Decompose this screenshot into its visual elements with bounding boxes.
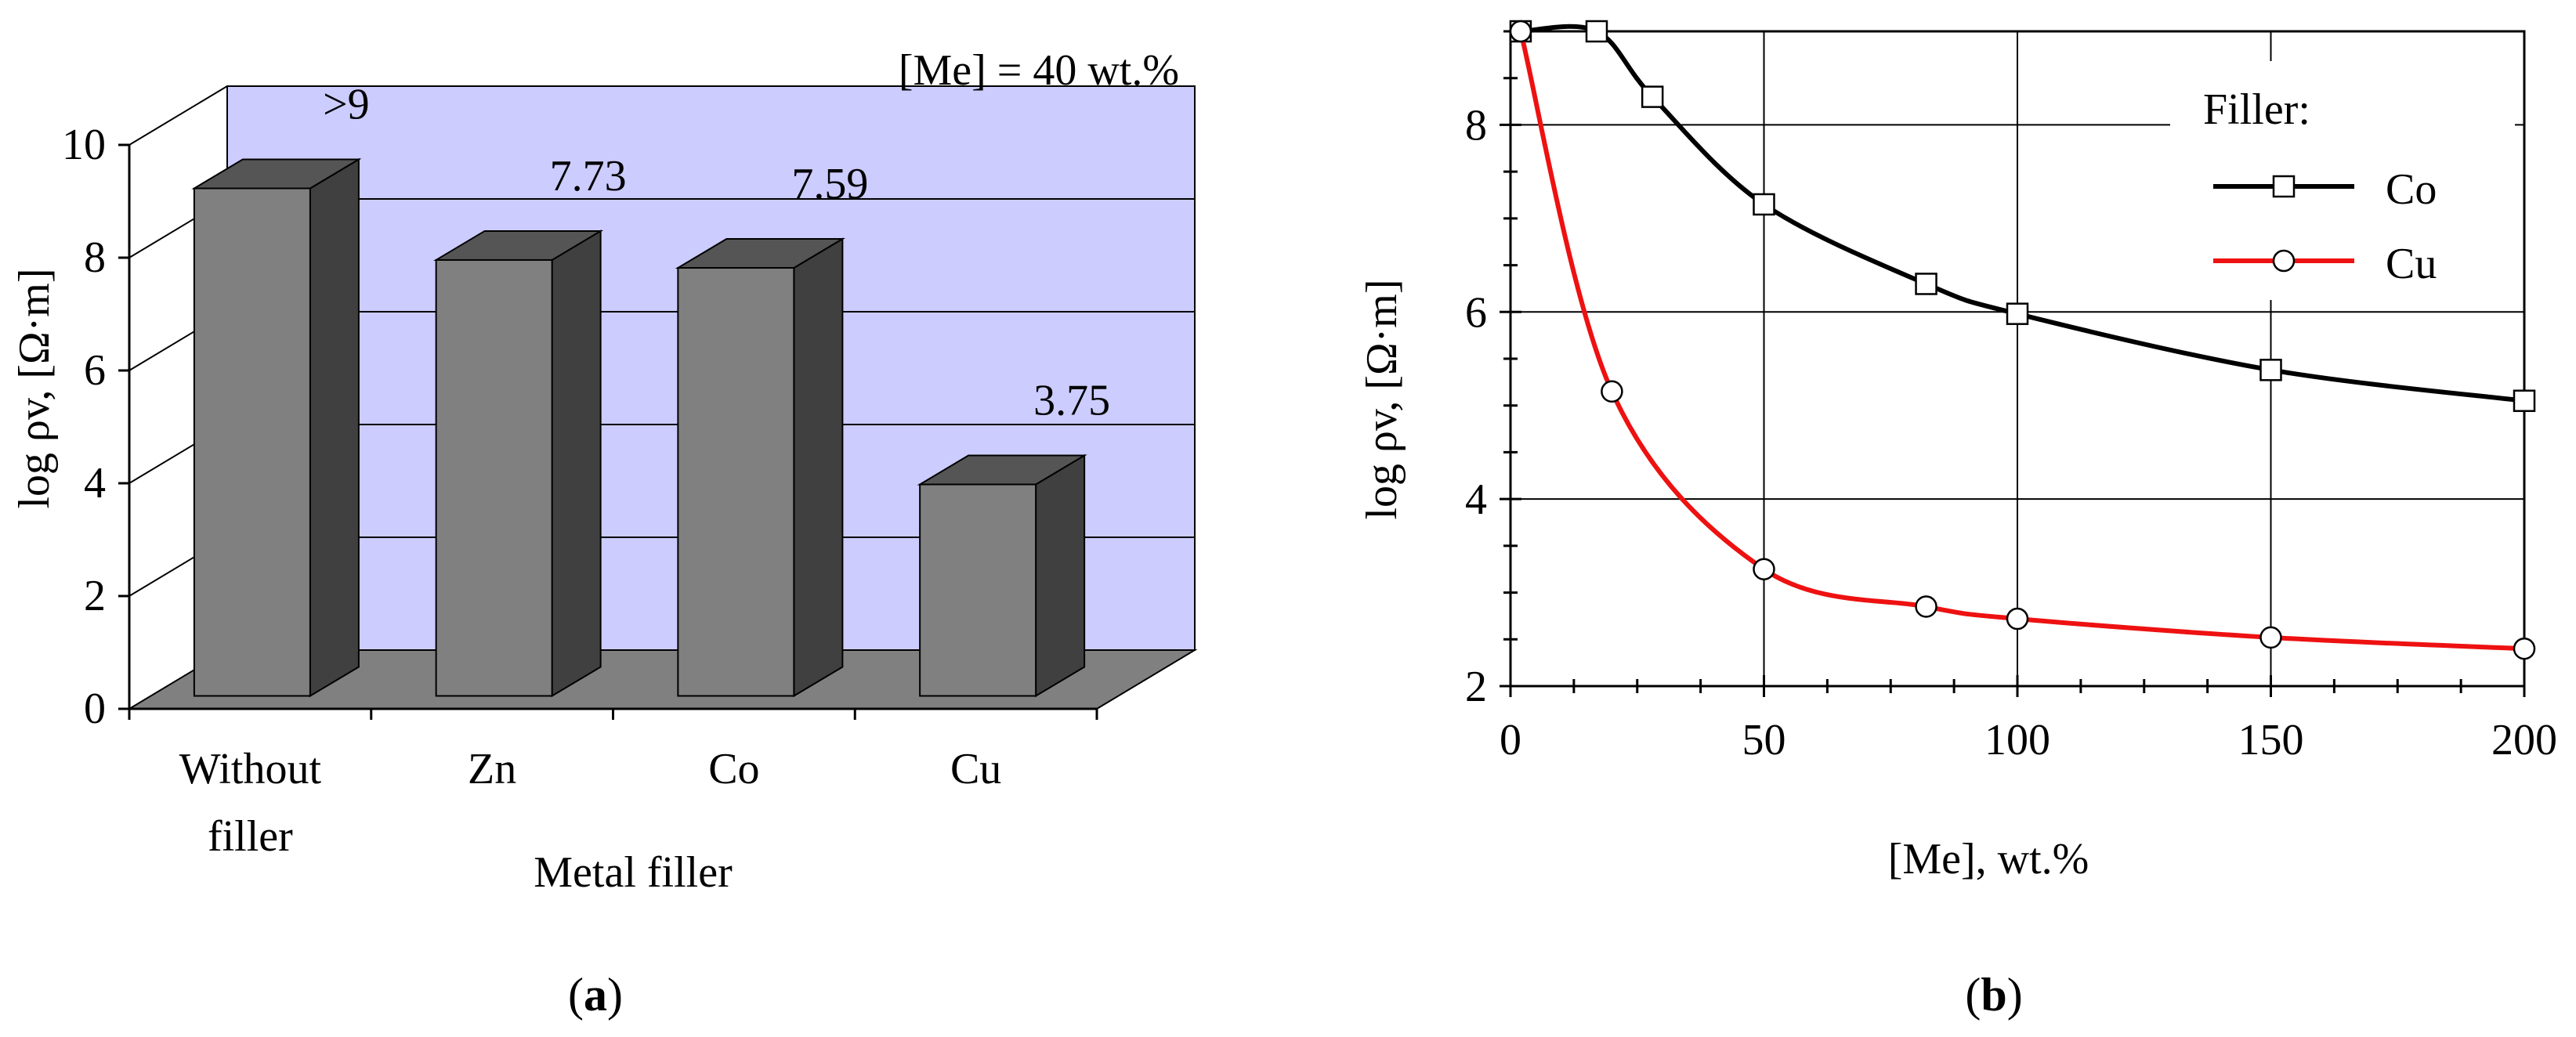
chart-a-annotation: [Me] = 40 wt.% xyxy=(899,46,1179,95)
chart-b-point-cu xyxy=(1753,558,1775,580)
chart-a-bar-front xyxy=(193,187,311,697)
chart-b-point-co xyxy=(1641,85,1664,108)
chart-b-panel-letter: b xyxy=(1981,969,2006,1021)
chart-a-bar xyxy=(191,157,362,698)
chart-b-y-axis-label: log ρv, [Ω·m] xyxy=(1358,280,1406,520)
chart-a-data-label: 3.75 xyxy=(1033,377,1110,425)
chart-a-panel-label: (a) xyxy=(568,969,623,1021)
chart-a-y-tick-label: 10 xyxy=(62,121,106,169)
chart-b-ticks: 0 50 100 150 200 2 4 6 8 xyxy=(1465,30,2557,764)
chart-a-data-label: 7.73 xyxy=(550,152,627,201)
chart-a-y-tick-label: 2 xyxy=(84,572,106,620)
chart-a-x-tick-label: Zn xyxy=(468,745,516,793)
chart-a-gridline-side xyxy=(128,85,228,146)
chart-a-data-labels: >9 7.73 7.59 3.75 xyxy=(323,81,1110,425)
chart-b-legend-marker-cu xyxy=(2272,249,2296,273)
chart-b-legend-marker-co xyxy=(2272,175,2296,198)
chart-a-bar xyxy=(917,453,1087,698)
chart-b-legend-label-cu: Cu xyxy=(2386,240,2437,288)
chart-b-legend-title: Filler: xyxy=(2203,85,2310,134)
chart-a-bar xyxy=(432,229,604,698)
chart-a-bars xyxy=(191,157,1087,698)
chart-b-point-cu xyxy=(1509,20,1532,43)
chart-b-y-tick-label: 6 xyxy=(1465,288,1487,337)
chart-a-y-tick-label: 6 xyxy=(84,346,106,395)
chart-b-legend-item-cu: Cu xyxy=(2213,240,2437,288)
chart-a-bar-front xyxy=(919,483,1037,697)
chart-a-bar-side xyxy=(551,229,602,698)
chart-b-legend-label-co: Co xyxy=(2386,165,2437,214)
chart-b-point-co xyxy=(1753,193,1775,216)
chart-b-series xyxy=(1509,20,2536,660)
chart-b-point-co xyxy=(1585,20,1608,43)
chart-b-point-cu xyxy=(1601,380,1623,403)
chart-b-point-cu xyxy=(2513,637,2536,660)
chart-a-panel-letter: a xyxy=(584,969,607,1021)
chart-b-y-tick-label: 2 xyxy=(1465,663,1487,711)
chart-b-series-cu xyxy=(1509,20,2536,660)
chart-b-point-cu xyxy=(1915,595,1937,618)
chart-a-y-ticks: 0 2 4 6 8 10 xyxy=(62,121,129,733)
chart-a-bar xyxy=(675,237,846,698)
chart-a-x-ticks: Without filler Zn Co Cu xyxy=(128,709,1098,861)
chart-b-point-co xyxy=(2513,389,2536,412)
chart-b-y-tick-label: 4 xyxy=(1465,475,1487,524)
chart-a: 0 2 4 6 8 10 Without filler Zn Co Cu >9 7.73 7.59 3.… xyxy=(10,46,1198,1021)
chart-b-y-tick-label: 8 xyxy=(1465,101,1487,150)
chart-b-point-co xyxy=(2259,359,2282,381)
chart-b-x-tick-label: 150 xyxy=(2238,716,2304,764)
chart-b-point-cu xyxy=(2006,607,2029,631)
chart-a-y-tick-label: 8 xyxy=(84,233,106,282)
chart-a-y-tick-label: 4 xyxy=(84,459,106,508)
chart-b-x-tick-label: 200 xyxy=(2491,716,2557,764)
chart-b-point-cu xyxy=(2259,626,2282,649)
chart-b-x-tick-label: 100 xyxy=(1984,716,2050,764)
chart-b-legend-item-co: Co xyxy=(2213,165,2437,214)
chart-a-y-tick-label: 0 xyxy=(84,685,106,733)
chart-a-x-axis-label: Metal filler xyxy=(534,848,733,897)
chart-a-x-tick-label: filler xyxy=(208,812,293,861)
chart-a-x-tick-label: Cu xyxy=(950,745,1001,793)
chart-a-bar-side xyxy=(309,157,360,698)
chart-a-bar-front xyxy=(435,258,553,697)
chart-b: 0 50 100 150 200 2 4 6 8 Filler: Co Cu log ρv, [Ω·… xyxy=(1358,20,2557,1021)
chart-a-data-label: 7.59 xyxy=(791,160,868,208)
chart-b-x-axis-label: [Me], wt.% xyxy=(1888,835,2089,883)
chart-b-x-tick-label: 50 xyxy=(1742,716,1786,764)
chart-b-x-tick-label: 0 xyxy=(1500,716,1521,764)
chart-a-bar-side xyxy=(793,237,844,698)
chart-b-legend: Filler: Co Cu xyxy=(2203,85,2437,288)
chart-b-point-co xyxy=(1915,273,1937,295)
chart-a-y-axis-label: log ρv, [Ω·m] xyxy=(10,269,59,509)
chart-a-data-label: >9 xyxy=(323,81,370,129)
chart-b-panel-label: (b) xyxy=(1965,969,2022,1021)
chart-a-bar-side xyxy=(1035,453,1086,698)
chart-a-bar-front xyxy=(677,267,795,697)
chart-a-x-tick-label: Without xyxy=(179,745,322,793)
chart-a-x-tick-label: Co xyxy=(708,745,759,793)
chart-b-point-co xyxy=(2006,302,2029,325)
